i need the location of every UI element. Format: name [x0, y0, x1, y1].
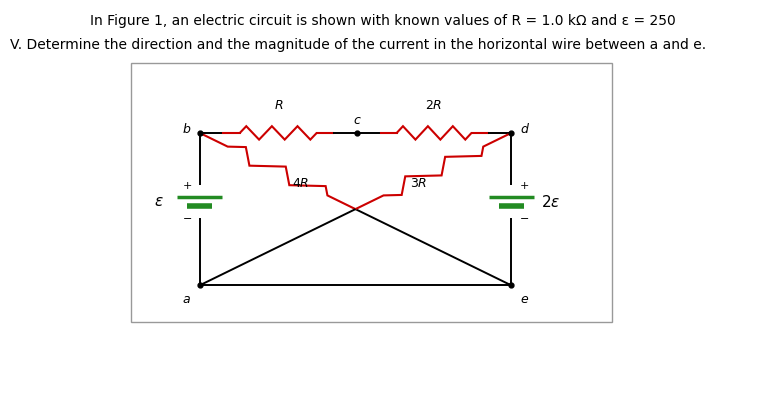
Text: $+$: $+$	[182, 180, 192, 191]
Text: $\varepsilon$: $\varepsilon$	[154, 194, 164, 209]
Text: $4R$: $4R$	[293, 177, 310, 190]
Text: $-$: $-$	[519, 212, 529, 223]
Text: c: c	[354, 114, 360, 127]
Text: In Figure 1, an electric circuit is shown with known values of R = 1.0 kΩ and ε : In Figure 1, an electric circuit is show…	[90, 14, 676, 28]
Text: b: b	[182, 123, 191, 136]
Text: $2\varepsilon$: $2\varepsilon$	[541, 194, 561, 209]
Text: $-$: $-$	[182, 212, 192, 223]
Text: $R$: $R$	[273, 99, 283, 112]
Text: a: a	[183, 293, 191, 306]
Text: e: e	[520, 293, 529, 306]
Text: V. Determine the direction and the magnitude of the current in the horizontal wi: V. Determine the direction and the magni…	[10, 38, 706, 51]
Text: $2R$: $2R$	[425, 99, 443, 112]
Text: $+$: $+$	[519, 180, 529, 191]
Bar	[132, 63, 612, 322]
Text: $3R$: $3R$	[411, 177, 427, 190]
Text: d: d	[520, 123, 529, 136]
